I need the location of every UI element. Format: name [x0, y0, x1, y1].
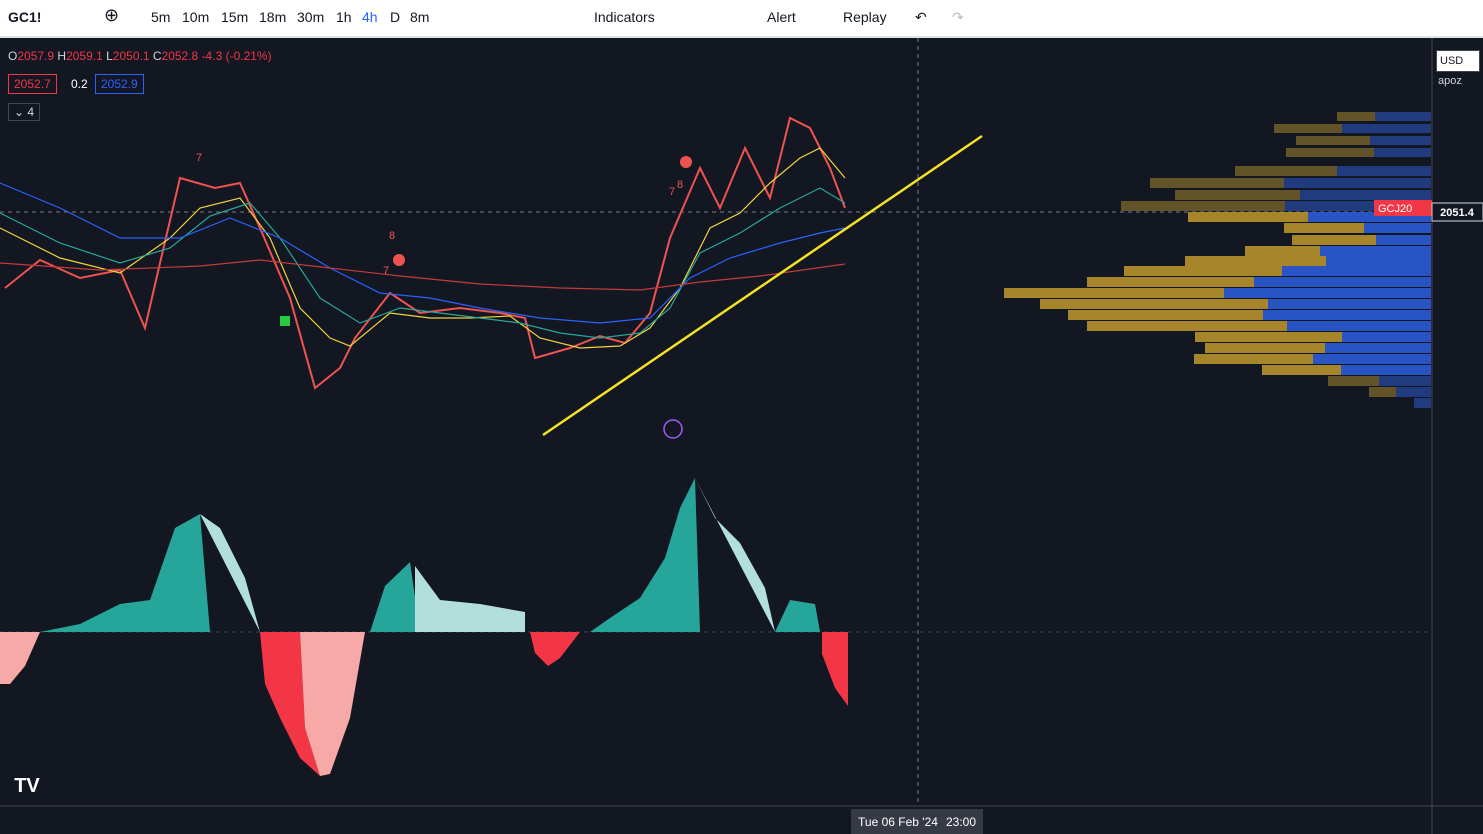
- contract-tag: [1374, 200, 1432, 216]
- ohlc-key: O: [8, 49, 18, 63]
- last-price: 2051.4: [1440, 207, 1475, 219]
- ohlc-key: C: [152, 49, 162, 63]
- logo: TV: [14, 775, 40, 797]
- contract-label: GCJ20: [1378, 203, 1412, 215]
- marker: 8: [677, 179, 683, 191]
- price-path: [4, 116, 846, 390]
- ask[interactable]: 2052.9: [95, 74, 144, 94]
- ohlc-value: 2057.9: [17, 49, 55, 63]
- time-date: Tue 06 Feb '24: [858, 815, 938, 829]
- ma-teal: [0, 187, 846, 339]
- ohlc-key: H: [57, 49, 67, 63]
- chart-bg: [0, 38, 1432, 806]
- interval[interactable]: 1h: [336, 9, 352, 25]
- alert-button[interactable]: Alert: [767, 9, 796, 25]
- price-axis: [1432, 38, 1483, 806]
- toolbar: GC1! ⊕ 5m 10m 15m 18m 30m 1h 4h D 8m Ind…: [0, 0, 1483, 38]
- trend-line: [542, 134, 983, 437]
- ohlc-value: 2050.1: [112, 49, 150, 63]
- histogram-negative: [260, 632, 320, 776]
- add-icon[interactable]: ⊕: [104, 5, 120, 25]
- symbol[interactable]: GC1!: [8, 9, 42, 25]
- interval[interactable]: 30m: [297, 9, 325, 25]
- interval[interactable]: 4h: [362, 9, 378, 25]
- histogram-positive: [200, 514, 260, 632]
- histogram-positive: [370, 562, 420, 632]
- interval[interactable]: 15m: [221, 9, 249, 25]
- histogram-positive: [695, 478, 775, 632]
- histogram-positive: [590, 478, 700, 632]
- marker: 7: [669, 186, 675, 198]
- ohlc-value: 2052.8: [161, 49, 199, 63]
- signal-icon: [280, 316, 290, 326]
- ma-yellow: [0, 147, 846, 349]
- currency-button[interactable]: USD: [1436, 50, 1480, 72]
- replay-button[interactable]: Replay: [843, 9, 887, 25]
- histogram-positive: [40, 514, 210, 632]
- ma-red: [0, 259, 846, 291]
- indicators-button[interactable]: Indicators: [594, 9, 655, 25]
- interval[interactable]: 10m: [182, 9, 210, 25]
- chart-area: 7 7 8 7 8 TV GCJ20 2051.4 Tue 06 Feb '24…: [0, 38, 1483, 834]
- marker: 7: [196, 152, 202, 164]
- redo[interactable]: ↷: [952, 9, 964, 25]
- histogram-negative: [530, 632, 580, 666]
- signal-icon: [680, 156, 692, 168]
- interval[interactable]: D: [390, 9, 401, 25]
- ohlc-key: L: [106, 49, 113, 63]
- change: -4.3 (-0.21%): [201, 49, 272, 63]
- collapse-button[interactable]: ⌄ 4: [8, 103, 41, 121]
- marker: 8: [389, 230, 395, 242]
- histogram-positive: [775, 600, 820, 632]
- histogram-negative: [0, 632, 40, 684]
- interval[interactable]: 8m: [410, 9, 430, 25]
- replay-icon: [663, 419, 683, 439]
- interval[interactable]: 5m: [151, 9, 171, 25]
- interval[interactable]: 18m: [259, 9, 287, 25]
- histogram-positive: [415, 566, 525, 632]
- volume-profile: [1004, 112, 1431, 408]
- time-axis: [0, 806, 1483, 834]
- time-hour: 23:00: [946, 815, 976, 829]
- histogram-negative: [300, 632, 365, 776]
- indicator-count: 4: [27, 105, 35, 119]
- histogram-negative: [822, 632, 848, 706]
- marker: 7: [383, 265, 389, 277]
- price-tag: [1431, 202, 1483, 222]
- spread: 0.2: [71, 77, 88, 91]
- ohlc-value: 2059.1: [66, 49, 103, 63]
- bid[interactable]: 2052.7: [8, 74, 57, 94]
- ohlc-legend: O2057.9 H2059.1 L2050.1 C2052.8 -4.3 (-0…: [8, 49, 272, 63]
- time-tag: [851, 809, 983, 834]
- signal-icon: [393, 254, 405, 266]
- ma-blue: [0, 182, 846, 324]
- scale-button[interactable]: apoz: [1438, 75, 1462, 87]
- undo[interactable]: ↶: [915, 9, 927, 25]
